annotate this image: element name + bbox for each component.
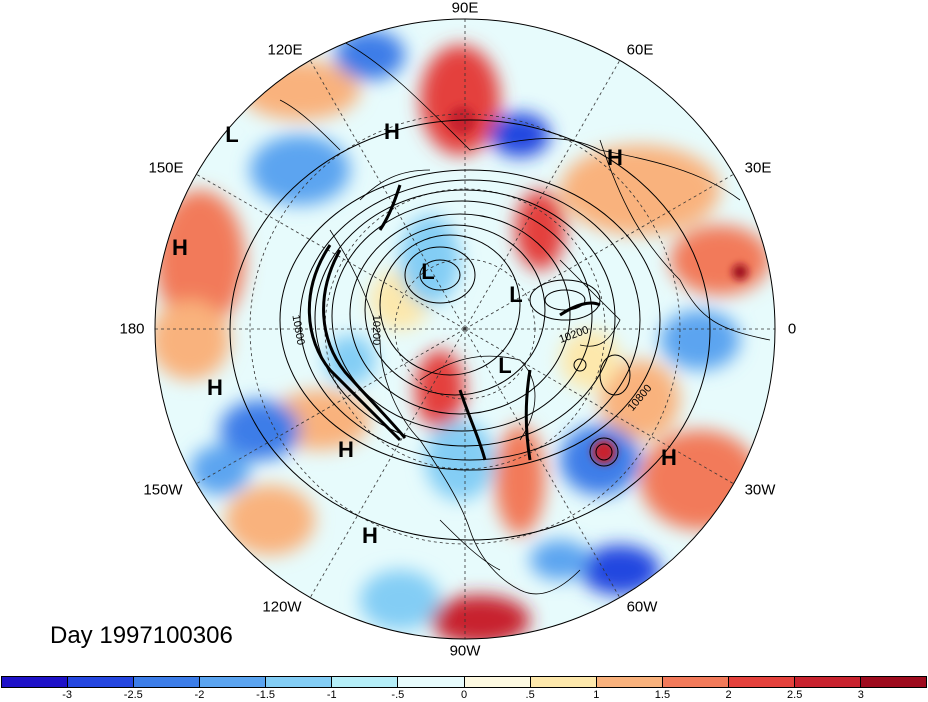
- colorbar-cell: [794, 677, 862, 687]
- colorbar-cell: [68, 677, 135, 687]
- low-pressure-marker: L: [225, 122, 239, 147]
- longitude-label: 150E: [148, 159, 184, 177]
- colorbar-tick-label: -3: [62, 689, 73, 701]
- low-pressure-marker: L: [509, 282, 523, 307]
- longitude-label: 120W: [262, 598, 302, 616]
- colorbar-cell: [200, 677, 267, 687]
- colorbar-tick-label: 2.5: [787, 689, 803, 701]
- colorbar-tick-label: .5: [525, 689, 535, 701]
- low-pressure-marker: L: [498, 353, 512, 378]
- colorbar-cell: [398, 677, 465, 687]
- colorbar-cell: [596, 677, 663, 687]
- high-pressure-marker: H: [207, 375, 223, 400]
- colorbar-tick-label: 0: [460, 689, 468, 701]
- high-pressure-marker: H: [607, 145, 623, 170]
- high-pressure-marker: H: [661, 445, 677, 470]
- colorbar-tick-label: 1.5: [654, 689, 671, 701]
- longitude-label: 90W: [449, 642, 481, 660]
- high-pressure-marker: H: [384, 119, 400, 144]
- colorbar-cell: [464, 677, 531, 687]
- colorbar-cell: [332, 677, 399, 687]
- colorbar-tick-label: -2: [194, 689, 205, 701]
- low-pressure-marker: L: [421, 259, 435, 284]
- colorbar-tick-label: 2: [725, 689, 732, 701]
- map-border: [154, 18, 776, 640]
- longitude-label: 180: [119, 320, 145, 338]
- height-contours: [229, 119, 711, 541]
- colorbar-tick-label: -1: [326, 689, 337, 701]
- longitude-label: 60E: [626, 41, 654, 59]
- colorbar-tick-label: -2.5: [123, 689, 143, 701]
- high-pressure-marker: H: [172, 235, 188, 260]
- colorbar-cell: [861, 677, 927, 687]
- longitude-label: 30E: [744, 159, 772, 177]
- colorbar-cell: [662, 677, 729, 687]
- longitude-label: 120E: [267, 41, 303, 59]
- longitude-label: 30W: [744, 481, 776, 499]
- colorbar-cell: [2, 677, 69, 687]
- longitude-label: 150W: [143, 481, 183, 499]
- coastlines: [279, 39, 771, 595]
- longitude-label: 60W: [626, 598, 658, 616]
- longitude-label: 0: [787, 320, 797, 338]
- page-title: Day 1997100306: [50, 622, 233, 649]
- colorbar-cell: [134, 677, 201, 687]
- colorbar: [1, 676, 927, 688]
- colorbar-tick-label: 1: [593, 689, 600, 701]
- colorbar-tick-label: -1.5: [256, 689, 276, 701]
- high-pressure-marker: H: [362, 523, 378, 548]
- colorbar-tick-label: -.5: [391, 689, 405, 701]
- colorbar-cell: [728, 677, 795, 687]
- jet-stream: [307, 184, 601, 461]
- colorbar-cell: [266, 677, 333, 687]
- anomaly-field: [155, 19, 775, 639]
- high-pressure-marker: H: [338, 437, 354, 462]
- longitude-label: 90E: [451, 0, 479, 17]
- contour-label: 10200: [370, 314, 382, 346]
- colorbar-tick-label: 3: [857, 689, 864, 701]
- colorbar-cell: [530, 677, 597, 687]
